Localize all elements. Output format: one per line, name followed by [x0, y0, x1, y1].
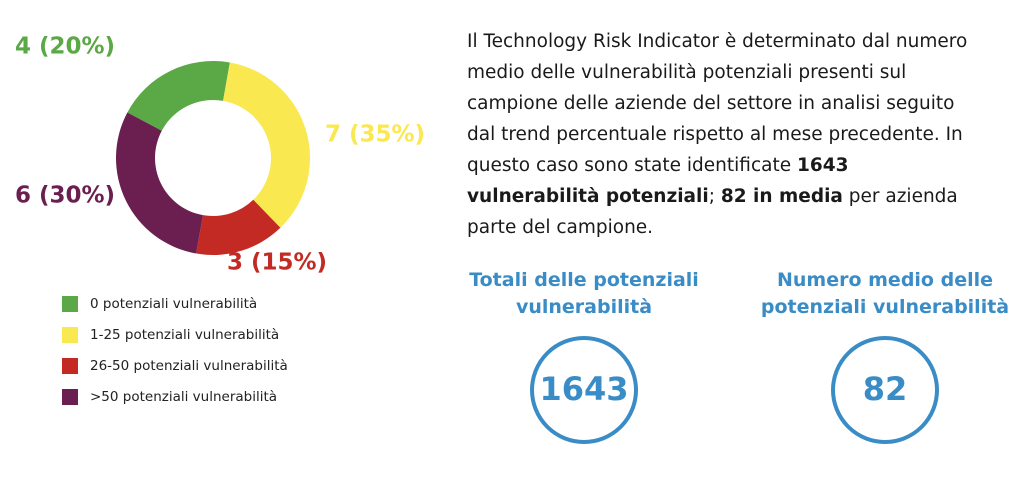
value-label: 7 (35%)	[325, 122, 425, 148]
description: Il Technology Risk Indicator è determina…	[467, 26, 972, 243]
legend-swatch	[62, 389, 78, 405]
desc-text: per azienda parte del campione.	[467, 186, 958, 238]
stat-title: Totali delle potenziali	[469, 269, 699, 291]
stat-title: potenziali vulnerabilità	[761, 296, 1009, 318]
desc-bold: 82 in media	[720, 186, 843, 207]
stat-title: Numero medio delle	[777, 269, 993, 291]
legend-swatch	[62, 296, 78, 312]
donut-slice	[115, 112, 203, 254]
legend-label: 0 potenziali vulnerabilità	[90, 296, 257, 312]
desc-text: ;	[708, 186, 721, 207]
value-label: 6 (30%)	[15, 183, 115, 209]
legend-label: >50 potenziali vulnerabilità	[90, 389, 277, 405]
desc-text: Il Technology Risk Indicator è determina…	[467, 31, 968, 176]
legend-label: 1-25 potenziali vulnerabilità	[90, 327, 279, 343]
legend-swatch	[62, 358, 78, 374]
stat-value: 1643	[539, 370, 628, 408]
value-label: 4 (20%)	[15, 34, 115, 60]
legend-swatch	[62, 327, 78, 343]
donut-slice	[223, 62, 310, 228]
legend-label: 26-50 potenziali vulnerabilità	[90, 358, 288, 374]
stat-title: vulnerabilità	[516, 296, 652, 318]
donut-slice	[196, 199, 281, 256]
value-label: 3 (15%)	[227, 250, 327, 276]
donut-slice	[127, 61, 230, 131]
stat-circle	[831, 336, 939, 444]
stat-circle	[530, 336, 638, 444]
stat-value: 82	[863, 370, 908, 408]
desc-bold: 1643 vulnerabilità potenziali	[467, 155, 849, 207]
